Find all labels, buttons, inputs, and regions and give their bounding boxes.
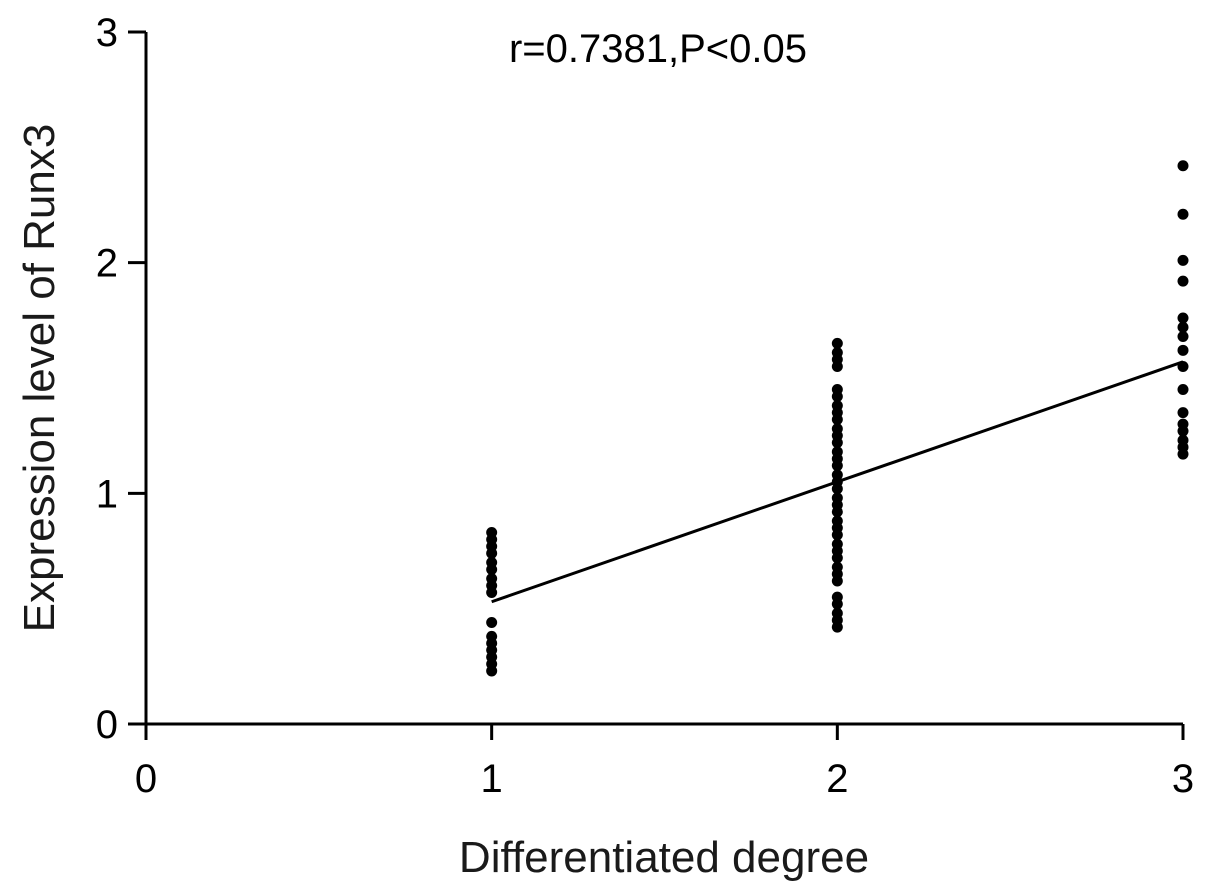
data-point: [486, 573, 498, 585]
y-tick-label: 0: [96, 703, 118, 747]
data-point: [486, 527, 498, 539]
x-tick-label: 3: [1172, 757, 1194, 801]
data-point: [831, 469, 843, 481]
data-point: [831, 492, 843, 504]
x-tick-label: 2: [826, 757, 848, 801]
data-point: [831, 446, 843, 458]
data-point: [831, 515, 843, 527]
data-point: [1177, 344, 1189, 356]
data-point: [1177, 208, 1189, 220]
data-point: [831, 347, 843, 359]
data-point: [1177, 321, 1189, 333]
data-point: [486, 630, 498, 642]
y-axis-title: Expression level of Runx3: [15, 124, 64, 633]
data-point: [831, 384, 843, 396]
x-ticks: 0 1 2 3: [135, 724, 1194, 801]
data-point: [1177, 275, 1189, 287]
data-point: [831, 561, 843, 573]
data-point: [831, 538, 843, 550]
x-tick-label: 1: [481, 757, 503, 801]
data-point: [831, 423, 843, 435]
axes: [144, 32, 1183, 726]
data-point: [831, 591, 843, 603]
data-point: [831, 337, 843, 349]
data-point: [1177, 254, 1189, 266]
data-point: [1177, 312, 1189, 324]
data-points: [486, 160, 1189, 677]
data-point: [1177, 330, 1189, 342]
data-point: [1177, 434, 1189, 446]
y-ticks: 0 1 2 3: [96, 11, 146, 747]
data-point: [831, 400, 843, 412]
data-point: [486, 557, 498, 569]
data-point: [486, 617, 498, 629]
y-tick-label: 3: [96, 11, 118, 55]
data-point: [1177, 160, 1189, 172]
correlation-annotation: r=0.7381,P<0.05: [509, 27, 807, 71]
y-tick-label: 2: [96, 242, 118, 286]
y-tick-label: 1: [96, 472, 118, 516]
regression-line: [491, 360, 1184, 604]
data-point: [1177, 418, 1189, 430]
x-tick-label: 0: [135, 757, 157, 801]
data-point: [1177, 384, 1189, 396]
x-axis-title: Differentiated degree: [459, 833, 869, 882]
data-point: [1177, 407, 1189, 419]
data-point: [831, 607, 843, 619]
